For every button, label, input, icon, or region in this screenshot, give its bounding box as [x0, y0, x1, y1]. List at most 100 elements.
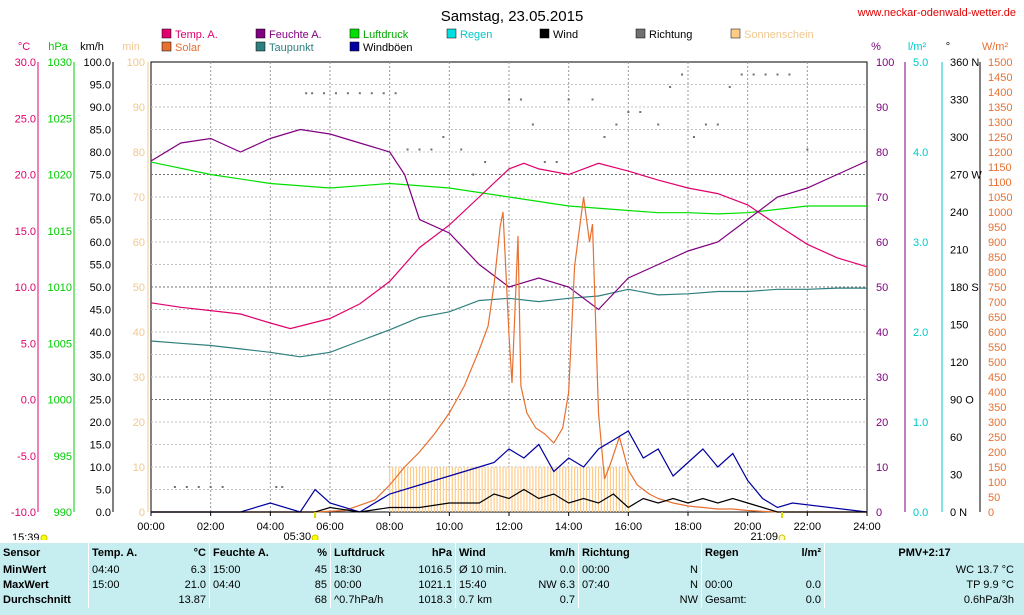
legend-label: Solar — [175, 42, 201, 54]
tick-label: 60.0 — [90, 237, 111, 249]
tick-label: 150 — [988, 462, 1006, 474]
x-tick-label: 08:00 — [376, 521, 404, 533]
tick-label: 990 — [54, 507, 72, 519]
direction-point — [657, 123, 660, 126]
wind-desc: Ø 10 min. — [455, 563, 532, 578]
legend-label: Richtung — [649, 29, 692, 41]
tick-label: 50 — [988, 492, 1000, 504]
legend-label: Wind — [553, 29, 578, 41]
temp-header: Temp. A. — [88, 543, 165, 563]
direction-point — [209, 486, 212, 488]
tick-label: 80 — [876, 147, 888, 159]
tick-label: 240 — [950, 207, 968, 219]
sunset-icon — [778, 534, 786, 540]
sunset-label: 21:09 — [750, 531, 778, 540]
site-label[interactable]: www.neckar-odenwald-wetter.de — [857, 7, 1016, 19]
direction-point — [430, 148, 433, 151]
x-tick-label: 22:00 — [794, 521, 822, 533]
press-time: ^0.7hPa/h — [330, 593, 407, 608]
tick-label: 3.0 — [913, 237, 928, 249]
direction-point — [382, 92, 385, 95]
legend-swatch — [161, 41, 172, 52]
row-label: Durchschnitt — [3, 594, 71, 606]
rain-value: 0.0 — [805, 594, 821, 606]
tick-label: 5.0 — [96, 485, 111, 497]
press-value: 1016.5 — [418, 564, 452, 576]
tick-label: 15.0 — [15, 226, 36, 238]
direction-point — [681, 73, 684, 76]
tick-label: 15.0 — [90, 440, 111, 452]
tick-label: 40 — [876, 327, 888, 339]
wind-desc: 15:40 — [455, 578, 532, 593]
x-tick-label: 12:00 — [495, 521, 523, 533]
tick-label: 2.0 — [913, 327, 928, 339]
tick-label: 270 W — [950, 170, 982, 182]
tick-label: 400 — [988, 387, 1006, 399]
tick-label: 210 — [950, 245, 968, 257]
axis-unit-hum: % — [871, 41, 881, 53]
tick-label: 100 — [127, 57, 145, 69]
tick-label: 10.0 — [90, 462, 111, 474]
wind-value: 0.0 — [559, 564, 575, 576]
dir-value: N — [690, 564, 698, 576]
tick-label: 1000 — [988, 207, 1012, 219]
direction-point — [394, 92, 397, 95]
tick-label: 100.0 — [83, 57, 111, 69]
temp-value: 6.3 — [190, 564, 206, 576]
direction-point — [418, 148, 421, 151]
tick-label: 0 N — [950, 507, 967, 519]
tick-label: 500 — [988, 357, 1006, 369]
series-line-temp-a- — [150, 162, 868, 330]
press-unit: hPa — [431, 547, 452, 559]
x-tick-label: 18:00 — [674, 521, 702, 533]
tick-label: 1015 — [48, 226, 72, 238]
direction-point — [173, 486, 176, 488]
tick-label: 1200 — [988, 147, 1012, 159]
tick-label: 1000 — [48, 395, 72, 407]
legend-swatch — [539, 28, 550, 39]
tick-label: 30.0 — [90, 372, 111, 384]
direction-point — [346, 92, 349, 95]
direction-point — [740, 73, 743, 76]
tick-label: 10.0 — [15, 282, 36, 294]
temp-value: 13.87 — [178, 594, 206, 606]
hum-value: 68 — [314, 594, 327, 606]
tick-label: 5.0 — [21, 338, 36, 350]
row-label: MaxWert — [3, 579, 49, 591]
tick-label: 20.0 — [90, 417, 111, 429]
tick-label: 80.0 — [90, 147, 111, 159]
tick-label: 90 — [133, 102, 145, 114]
wind-desc: 0.7 km — [455, 593, 532, 608]
dir-time: 00:00 — [578, 563, 655, 578]
series-line-wind — [151, 488, 867, 513]
tick-label: 950 — [988, 222, 1006, 234]
direction-point — [519, 98, 522, 101]
tick-label: 90.0 — [90, 102, 111, 114]
direction-point — [591, 98, 594, 101]
direction-point — [508, 98, 510, 101]
pmv-header: PMV+2:17 — [824, 543, 1024, 563]
x-tick-label: 20:00 — [734, 521, 762, 533]
rain-time: 00:00 — [701, 578, 778, 593]
weather-chart: 30.025.020.015.010.05.00.0-5.0-10.0°C103… — [11, 7, 1016, 540]
tick-label: 1300 — [988, 117, 1012, 129]
sunrise-icon — [311, 534, 319, 540]
tick-label: 30 — [876, 372, 888, 384]
hum-time: 15:00 — [209, 563, 286, 578]
legend-swatch — [349, 41, 360, 52]
legend-swatch — [255, 28, 266, 39]
tick-label: 150 — [950, 320, 968, 332]
tick-label: 120 — [950, 357, 968, 369]
legend-swatch — [349, 28, 360, 39]
tick-label: 40 — [133, 327, 145, 339]
hum-header: Feuchte A. — [209, 543, 286, 563]
tick-label: 850 — [988, 252, 1006, 264]
series-line-luftdruck — [150, 161, 867, 215]
temp-time: 04:40 — [88, 563, 165, 578]
tick-label: 20 — [876, 417, 888, 429]
tick-label: 70.0 — [90, 192, 111, 204]
tick-label: 0 — [139, 507, 145, 519]
tick-label: 1050 — [988, 192, 1012, 204]
tick-label: 75.0 — [90, 170, 111, 182]
x-tick-label: 00:00 — [137, 521, 165, 533]
